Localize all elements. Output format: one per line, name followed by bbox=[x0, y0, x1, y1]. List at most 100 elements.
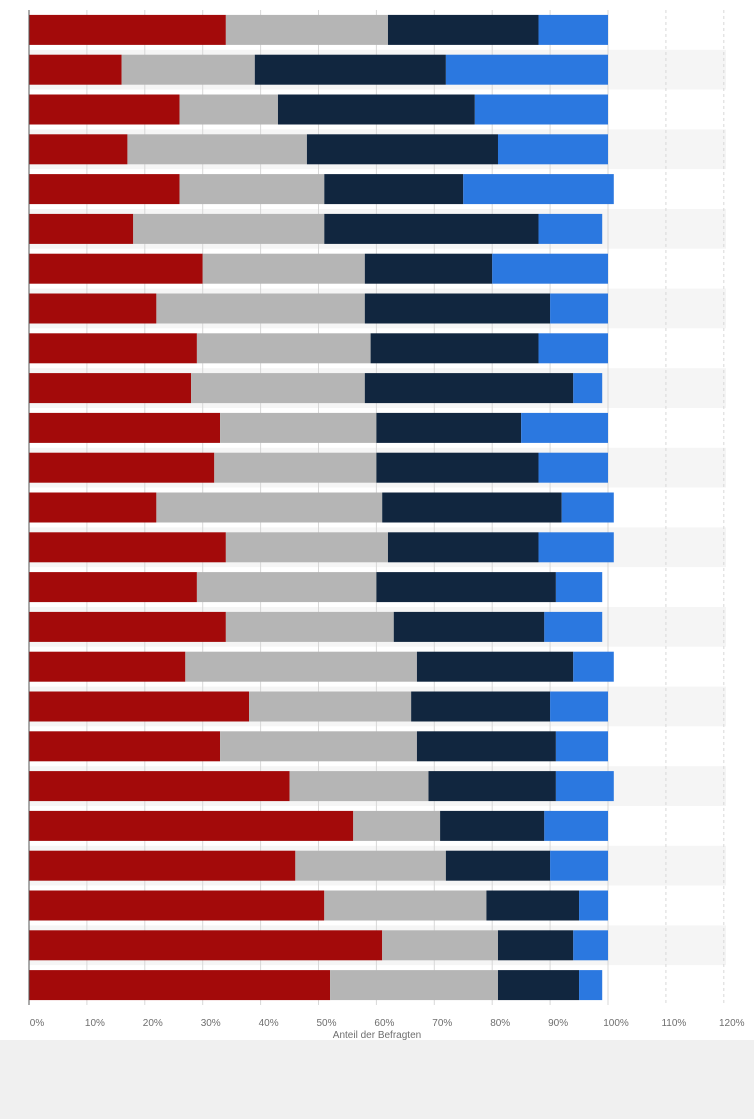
bar-segment bbox=[411, 691, 551, 722]
bar-segment bbox=[353, 810, 441, 841]
bar-segment bbox=[29, 213, 134, 244]
bar-segment bbox=[579, 970, 603, 1001]
x-tick-label: 100% bbox=[603, 1018, 629, 1029]
bar-segment bbox=[550, 293, 608, 324]
bar-segment bbox=[306, 134, 498, 165]
x-axis: 0% 10% 20% 30% 40% 50% 60% 70% 80% 90% 100% 110% 120… bbox=[28, 10, 745, 1029]
bar-segment bbox=[220, 412, 377, 443]
x-tick-label: 40% bbox=[259, 1018, 279, 1029]
bar-segment bbox=[29, 572, 197, 603]
bar-segment bbox=[445, 850, 551, 881]
bar-segment bbox=[29, 691, 250, 722]
bar-segment bbox=[538, 333, 608, 364]
bar-segment bbox=[330, 970, 498, 1001]
bar-segment bbox=[521, 412, 608, 443]
bar-segment bbox=[382, 930, 498, 961]
bar-segment bbox=[29, 134, 128, 165]
bar-segment bbox=[196, 333, 371, 364]
x-tick-label: 90% bbox=[548, 1018, 568, 1029]
x-tick-label: 60% bbox=[374, 1018, 394, 1029]
bar-segment bbox=[29, 94, 180, 125]
bar-segment bbox=[29, 810, 354, 841]
bar-segment bbox=[382, 492, 562, 523]
bar-segment bbox=[249, 691, 412, 722]
x-tick-label: 110% bbox=[661, 1018, 686, 1029]
bar-segment bbox=[277, 94, 475, 125]
bar-segment bbox=[364, 373, 574, 404]
bar-segment bbox=[29, 850, 296, 881]
bar-segment bbox=[544, 810, 608, 841]
bar-segment bbox=[295, 850, 446, 881]
bar-segment bbox=[463, 174, 614, 205]
bar-segment bbox=[289, 771, 429, 802]
bar-segment bbox=[179, 94, 278, 125]
bar-segment bbox=[29, 452, 215, 483]
bar-segment bbox=[573, 651, 614, 682]
bar-segment bbox=[29, 651, 186, 682]
bar-segment bbox=[29, 412, 221, 443]
bar-segment bbox=[196, 572, 377, 603]
x-tick-label: 20% bbox=[143, 1018, 163, 1029]
bar-segment bbox=[324, 213, 539, 244]
bar-segment bbox=[254, 54, 446, 85]
bar-segment bbox=[550, 691, 608, 722]
bar-segment bbox=[555, 771, 614, 802]
bar-segment bbox=[29, 532, 226, 563]
x-tick-label: 80% bbox=[490, 1018, 510, 1029]
x-tick-label: 50% bbox=[316, 1018, 336, 1029]
bar-segment bbox=[29, 890, 325, 921]
bar-segment bbox=[225, 611, 394, 642]
bar-segment bbox=[573, 930, 608, 961]
bar-segment bbox=[29, 373, 192, 404]
x-tick-label: 10% bbox=[85, 1018, 105, 1029]
bar-segment bbox=[324, 174, 464, 205]
bar-segment bbox=[416, 731, 556, 762]
bar-segment bbox=[579, 890, 608, 921]
bar-segment bbox=[445, 54, 608, 85]
bar-segment bbox=[220, 731, 417, 762]
bar-segment bbox=[156, 293, 365, 324]
bar-segment bbox=[179, 174, 325, 205]
bar-segment bbox=[202, 253, 365, 284]
bar-segment bbox=[191, 373, 365, 404]
bar-segment bbox=[29, 930, 383, 961]
x-tick-label: 30% bbox=[201, 1018, 221, 1029]
bar-segment bbox=[156, 492, 383, 523]
bar-segment bbox=[497, 134, 608, 165]
bar-segment bbox=[440, 810, 545, 841]
bar-segment bbox=[376, 452, 539, 483]
bar-segment bbox=[324, 890, 487, 921]
x-axis-title: Anteil der Befragten bbox=[333, 1030, 421, 1041]
x-tick-label: 70% bbox=[432, 1018, 452, 1029]
bar-segment bbox=[538, 532, 614, 563]
bar-segment bbox=[376, 412, 522, 443]
bar-segment bbox=[573, 373, 603, 404]
bar-segment bbox=[376, 572, 556, 603]
bar-segment bbox=[492, 253, 608, 284]
bar-segment bbox=[127, 134, 307, 165]
x-tick-label: 120% bbox=[719, 1018, 745, 1029]
bar-segment bbox=[133, 213, 325, 244]
bar-segment bbox=[561, 492, 614, 523]
bar-segment bbox=[550, 850, 608, 881]
bar-segment bbox=[393, 611, 545, 642]
bar-segment bbox=[29, 174, 180, 205]
bar-segment bbox=[486, 890, 580, 921]
footer-band bbox=[0, 1040, 754, 1119]
bar-segment bbox=[29, 293, 157, 324]
bar-segment bbox=[29, 611, 226, 642]
bar-segment bbox=[555, 731, 608, 762]
x-tick-label: 0% bbox=[30, 1018, 45, 1029]
bar-segment bbox=[538, 213, 603, 244]
bar-segment bbox=[29, 333, 197, 364]
bar-segment bbox=[29, 14, 226, 45]
bar-segment bbox=[185, 651, 417, 682]
bar-segment bbox=[364, 293, 551, 324]
bar-segment bbox=[121, 54, 255, 85]
bar-segment bbox=[538, 14, 608, 45]
bar-segment bbox=[29, 492, 157, 523]
bar-segment bbox=[474, 94, 608, 125]
bars bbox=[29, 14, 614, 1001]
bar-segment bbox=[29, 771, 290, 802]
